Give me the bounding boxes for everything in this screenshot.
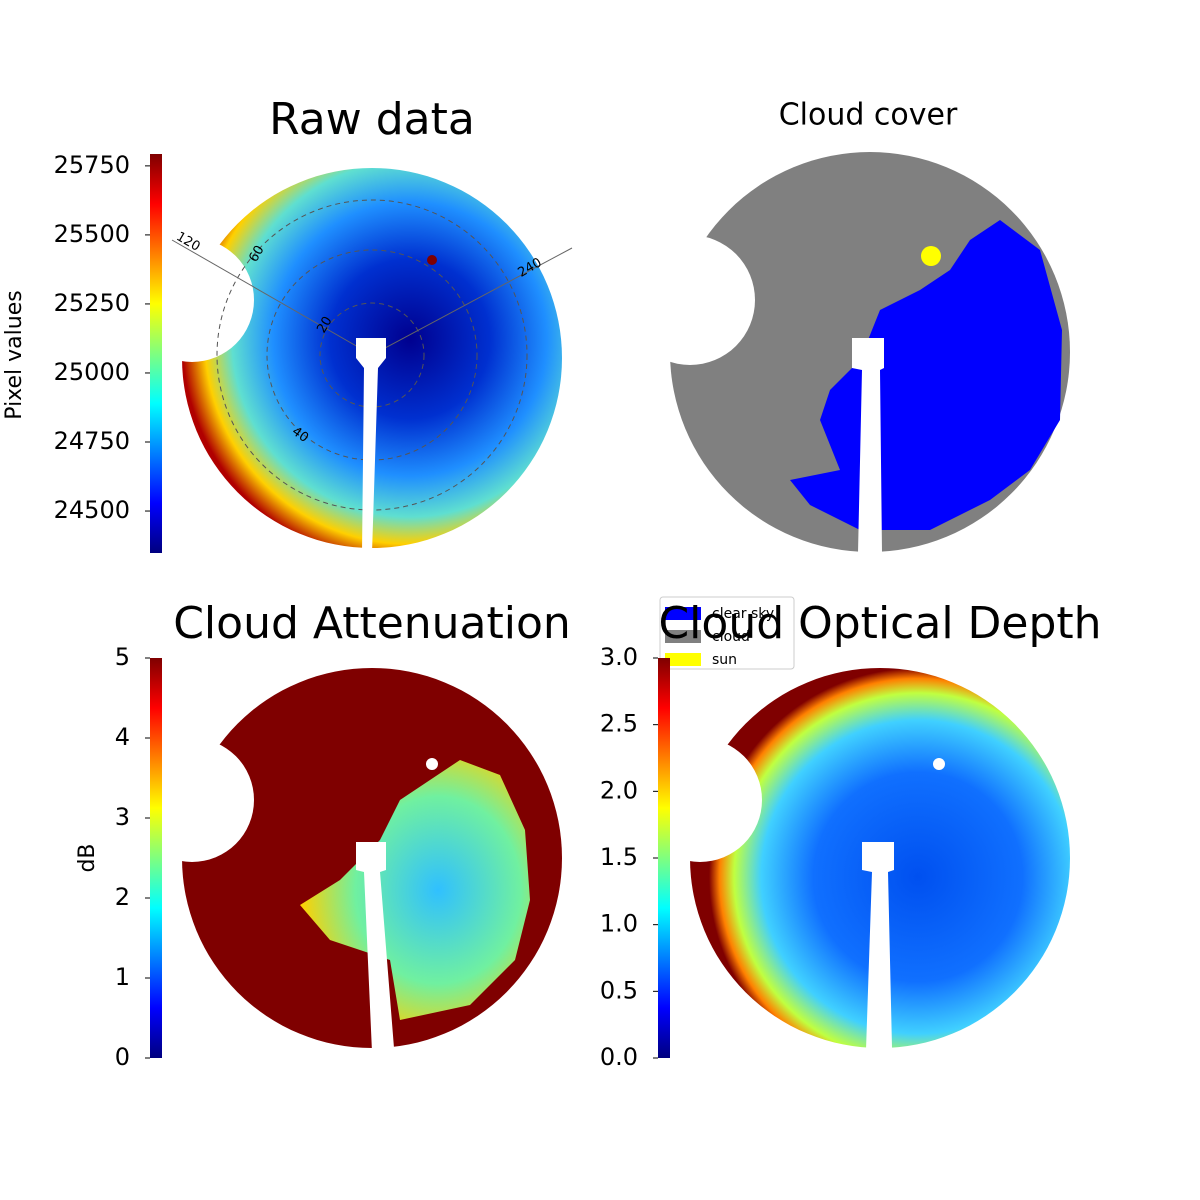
polar-label: 60 <box>246 243 267 265</box>
colorbar-tick-label: 2.5 <box>600 710 638 738</box>
colorbar <box>658 658 670 1058</box>
colorbar-tick-label: 24750 <box>54 427 130 455</box>
colorbar-tick-label: 2.0 <box>600 776 638 804</box>
colorbar <box>150 154 162 553</box>
legend-swatch <box>665 607 701 620</box>
panel-title: Cloud Attenuation <box>173 598 571 649</box>
legend-label: sun <box>712 652 737 668</box>
colorbar-label: Pixel values <box>2 290 27 419</box>
legend-swatch <box>665 653 701 666</box>
legend-label: clear sky <box>712 606 774 622</box>
cloud-cover-image <box>625 152 1070 553</box>
colorbar-tick-label: 5 <box>115 643 130 671</box>
colorbar-tick-label: 25250 <box>54 289 130 317</box>
colorbar-label: dB <box>75 843 100 872</box>
panel-title: Cloud cover <box>779 98 958 133</box>
colorbar-tick-label: 1.0 <box>600 910 638 938</box>
colorbar-tick-label: 0.5 <box>600 976 638 1004</box>
panel-title: Cloud Optical Depth <box>658 598 1101 649</box>
attenuation-image <box>130 668 562 1052</box>
colorbar-tick-label: 1 <box>115 963 130 991</box>
colorbar-tick-label: 25500 <box>54 220 130 248</box>
colorbar-tick-label: 25750 <box>54 151 130 179</box>
colorbar-tick-label: 24500 <box>54 496 130 524</box>
colorbar-tick-label: 3.0 <box>600 643 638 671</box>
panel-title: Raw data <box>269 94 475 145</box>
legend-label: cloud <box>712 629 750 645</box>
colorbar-tick-label: 3 <box>115 803 130 831</box>
colorbar-tick-label: 1.5 <box>600 843 638 871</box>
colorbar-tick-label: 25000 <box>54 358 130 386</box>
colorbar-tick-label: 0.0 <box>600 1043 638 1071</box>
colorbar-tick-label: 2 <box>115 883 130 911</box>
legend-swatch <box>665 630 701 643</box>
polar-label: 20 <box>314 314 335 336</box>
raw-image <box>130 168 573 553</box>
colorbar-tick-label: 4 <box>115 723 130 751</box>
colorbar <box>150 658 162 1058</box>
colorbar-tick-label: 0 <box>115 1043 130 1071</box>
optical-depth-image <box>638 668 1070 1050</box>
